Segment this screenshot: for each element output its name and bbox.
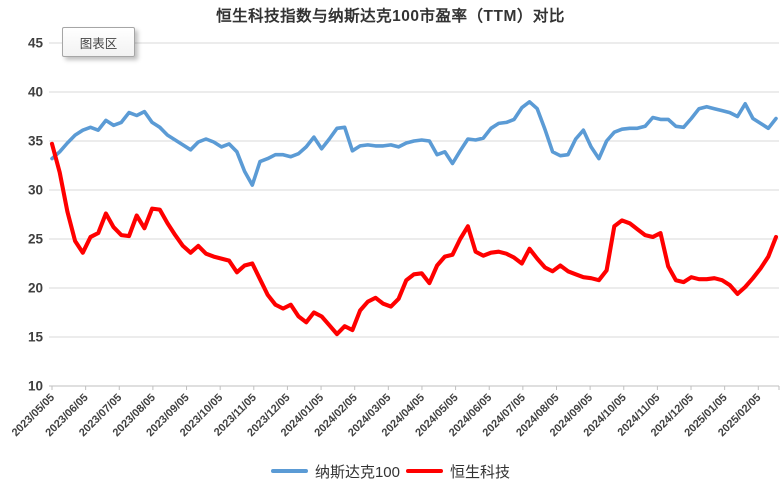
legend-swatch-hstech-icon: [406, 468, 443, 474]
y-axis-label: 15: [28, 330, 44, 345]
legend-key-hstech[interactable]: 恒生科技: [406, 461, 510, 482]
y-axis-label: 25: [28, 232, 44, 247]
legend-swatch-nasdaq100-icon: [270, 468, 308, 474]
series-line-hstech[interactable]: [49, 141, 779, 337]
chart-title[interactable]: 恒生科技指数与纳斯达克100市盈率（TTM）对比: [216, 8, 565, 25]
y-axis-label: 30: [28, 183, 43, 198]
legend-key-nasdaq100[interactable]: 纳斯达克100: [270, 461, 400, 482]
series-line-nasdaq100[interactable]: [50, 100, 778, 187]
legend: 纳斯达克100 恒生科技: [0, 458, 781, 484]
y-axis-label: 40: [28, 85, 43, 100]
chart-area-tooltip-label: 图表区: [79, 36, 118, 51]
y-axis-label: 20: [28, 281, 43, 296]
legend-label-hstech: 恒生科技: [450, 463, 511, 481]
y-axis-label: 35: [28, 134, 44, 149]
chart-area-tooltip: 图表区: [62, 27, 135, 57]
legend-label-nasdaq100: 纳斯达克100: [314, 463, 400, 481]
y-axis-label: 10: [28, 379, 43, 394]
y-axis-label: 45: [28, 36, 44, 51]
